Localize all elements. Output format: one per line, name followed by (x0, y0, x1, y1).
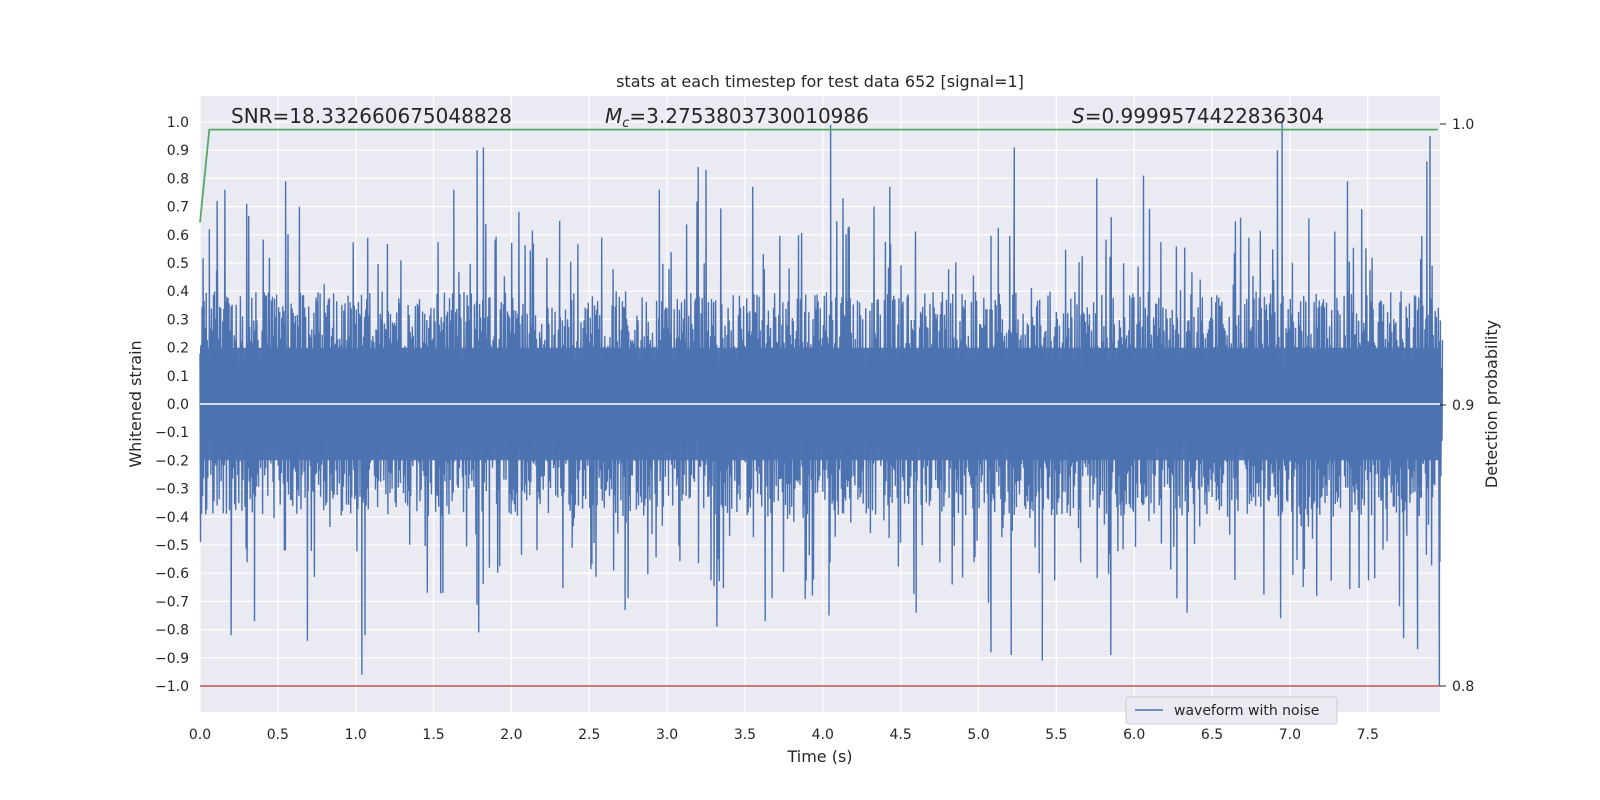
y-tick-label: −0.7 (155, 594, 189, 610)
y-tick-label: −0.5 (155, 538, 189, 554)
s-symbol: S (1072, 104, 1085, 128)
y-tick-label: 0.4 (167, 284, 189, 300)
x-tick-label: 2.5 (578, 727, 600, 743)
chirp-mass-subscript: c (622, 116, 629, 131)
x-tick-label: 5.5 (1045, 727, 1067, 743)
chirp-mass-value: =3.2753803730010986 (629, 104, 868, 128)
y-tick-label: 1.0 (167, 115, 189, 131)
s-annotation: S=0.9999574422836304 (1072, 104, 1324, 128)
y2-tick-label: 1.0 (1452, 117, 1474, 133)
y-tick-label: −0.4 (155, 510, 189, 526)
x-axis: 0.0 0.5 1.0 1.5 2.0 2.5 3.0 3.5 4.0 4.5 5.0 5.5 6.0 6… (189, 727, 1379, 743)
x-tick-label: 7.5 (1357, 727, 1379, 743)
y2-tick-label: 0.9 (1452, 398, 1474, 414)
x-tick-label: 7.0 (1279, 727, 1301, 743)
y2-tick-label: 0.8 (1452, 679, 1474, 695)
x-tick-label: 4.0 (812, 727, 834, 743)
y-tick-label: −0.6 (155, 566, 189, 582)
probability-series (199, 128, 1438, 223)
y-tick-label: 0.0 (167, 397, 189, 413)
y-tick-label: 0.5 (167, 256, 189, 272)
y-tick-label: 0.8 (167, 171, 189, 187)
y-axis-title: Whitened strain (126, 340, 145, 467)
x-tick-label: 3.5 (734, 727, 756, 743)
y-tick-label: 0.7 (167, 200, 189, 216)
probability-line (199, 128, 1438, 223)
y-tick-label: 0.3 (167, 312, 189, 328)
x-tick-label: 6.0 (1123, 727, 1145, 743)
chirp-mass-symbol: M (605, 104, 622, 128)
y-tick-label: −0.1 (155, 425, 189, 441)
y-tick-label: −0.2 (155, 453, 189, 469)
y-tick-label: −1.0 (155, 679, 189, 695)
y-tick-label: 0.1 (167, 369, 189, 385)
legend-box (1125, 696, 1338, 725)
x-tick-label: 1.0 (345, 727, 367, 743)
x-tick-label: 0.0 (189, 727, 211, 743)
y2-axis-title: Detection probability (1482, 320, 1501, 488)
legend: waveform with noise (1125, 696, 1338, 725)
s-value: =0.9999574422836304 (1085, 104, 1324, 128)
legend-label-waveform: waveform with noise (1174, 703, 1319, 719)
x-tick-label: 2.0 (500, 727, 522, 743)
y-tick-label: −0.8 (155, 623, 189, 639)
y-tick-label: 0.2 (167, 341, 189, 357)
x-tick-label: 0.5 (267, 727, 289, 743)
chirp-mass-annotation: Mc=3.2753803730010986 (605, 104, 869, 131)
snr-annotation: SNR=18.332660675048828 (231, 104, 512, 128)
x-tick-label: 5.0 (967, 727, 989, 743)
x-axis-title: Time (s) (786, 747, 852, 766)
y-tick-label: 0.9 (167, 143, 189, 159)
chart-title: stats at each timestep for test data 652… (616, 72, 1024, 91)
x-tick-label: 6.5 (1201, 727, 1223, 743)
y-tick-label: −0.9 (155, 651, 189, 667)
y-axis-right: 1.0 0.9 0.8 (1440, 117, 1474, 695)
x-tick-label: 3.0 (656, 727, 678, 743)
y-tick-label: −0.3 (155, 482, 189, 498)
y-axis-left: 1.0 0.9 0.8 0.7 0.6 0.5 0.4 0.3 0.2 0.1 0.0 −0.1 −0.… (155, 115, 189, 695)
x-tick-label: 1.5 (422, 727, 444, 743)
y-tick-label: 0.6 (167, 228, 189, 244)
x-tick-label: 4.5 (890, 727, 912, 743)
